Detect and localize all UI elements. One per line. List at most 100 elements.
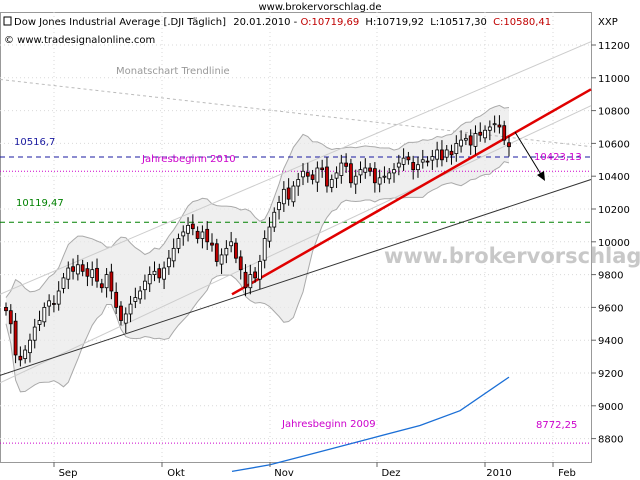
candle-body [109,271,114,292]
candle-body [358,169,363,176]
candle-body [502,125,507,141]
x-axis: Sep Okt Nov Dez 2010 Feb [53,462,576,479]
candle-body [32,326,37,341]
candle-body [334,172,339,179]
candle-body [166,257,171,268]
candle-body [315,167,320,183]
candle-body [267,226,272,242]
candle-body [406,156,411,161]
y-tick-label: 8800 [598,435,623,446]
candle-body [56,290,61,305]
horizontal-levels [0,156,591,444]
candle-body [128,303,133,315]
candle-body [507,142,511,148]
candle-body [253,271,258,279]
candle-body [186,224,190,234]
candle-body [454,142,459,154]
x-tick-label: Nov [274,468,294,479]
y-tick-label: 10800 [598,107,630,118]
candle-body [143,280,147,291]
candle-body [224,247,229,256]
level-10516-label: 10516,7 [14,137,55,148]
candle-body [281,188,286,205]
candle-body [13,320,18,356]
candle-body [435,149,440,160]
candle-body [473,133,478,147]
candle-body [463,138,468,141]
candle-body [320,167,325,171]
candle-body [61,277,66,289]
candle-body [8,310,13,325]
candle-body [349,163,353,184]
x-tick-label: Sep [59,468,78,479]
target-10423-label: 10423,13 [534,152,582,163]
candle-body [71,266,75,272]
candle-body [99,283,104,289]
watermark: www.brokervorschlag [384,244,640,268]
header-low: L:10517,30 [430,17,487,28]
candle-body [37,320,42,325]
band-upper [5,104,510,298]
candle-body [238,256,243,271]
x-tick-label: Okt [167,468,185,479]
monatschart-label: Monatschart Trendlinie [116,66,230,77]
candle-body [396,162,401,168]
candle-body [214,243,219,262]
candle-body [18,355,23,361]
channel-upper-line [0,41,592,295]
red-trendline [231,88,592,296]
header-close: C:10580,41 [493,17,551,28]
candle-body [262,238,267,261]
candle-body [425,160,430,163]
header-open: O:10719,69 [300,17,359,28]
candle-body [430,156,435,161]
y-tick-label: 10400 [598,172,630,183]
candle-body [291,185,296,203]
jahresbeginn-2009-label: Jahresbeginn 2009 [281,419,376,430]
jahresbeginn-2010-label: Jahresbeginn 2010 [141,154,236,165]
candle-body [444,149,449,158]
candle-body [492,123,497,126]
candle-body [310,174,315,180]
y-tick-label: 9400 [598,336,623,347]
candle-body [411,162,416,171]
candle-body [195,230,200,239]
symbol-label: XXP [598,17,618,28]
candle-body [392,169,396,174]
header-title: Dow Jones Industrial Average [.DJI Tägli… [14,17,226,28]
candle-body [28,339,32,354]
candle-body [90,269,95,278]
candle-body [47,300,52,307]
candle-body [229,241,234,247]
candle-body [296,179,301,187]
candle-body [205,228,210,243]
forecast-arrow-line [514,131,543,177]
candle-body [368,167,372,172]
candle-body [372,168,377,184]
y-tick-label: 10200 [598,205,630,216]
candle-body [497,124,502,128]
header-line: Dow Jones Industrial Average [.DJI Tägli… [14,17,551,28]
candle-body [123,313,128,324]
candle-body [387,172,392,180]
candle-body [272,211,277,228]
candle-body [85,268,90,277]
candle-body [243,271,248,289]
candle-body [329,179,334,188]
candle-body [234,242,238,259]
channel-lower-line [0,105,592,384]
header-date: 20.01.2010 [233,17,290,28]
level-10119-label: 10119,47 [16,198,64,209]
candle-body [277,202,281,211]
candle-body [420,159,425,163]
y-tick-label: 9000 [598,402,623,413]
site-header: www.brokervorschlag.de [259,2,382,13]
candle-body [4,306,8,312]
candles [4,115,511,367]
candle-body [468,135,473,146]
candle-body [459,139,463,147]
trendlines [0,41,592,384]
candle-body [42,306,47,323]
candle-body [363,167,368,173]
